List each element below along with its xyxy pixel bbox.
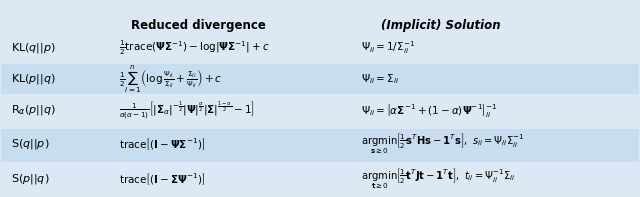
Text: $\frac{1}{\alpha(\alpha-1)}\left[|\boldsymbol{\Sigma}_{\alpha}|^{-\frac{1}{2}}|\: $\frac{1}{\alpha(\alpha-1)}\left[|\bolds… <box>119 99 255 121</box>
FancyBboxPatch shape <box>1 64 639 94</box>
Text: $\mathrm{KL}(q||p)$: $\mathrm{KL}(q||p)$ <box>11 41 56 55</box>
Text: $\frac{1}{2}\sum_{i=1}^{n}\left(\log\frac{\Psi_{ii}}{\Sigma_{ii}} + \frac{\Sigma: $\frac{1}{2}\sum_{i=1}^{n}\left(\log\fra… <box>119 63 223 95</box>
Text: $\mathrm{R}_{\alpha}(p||q)$: $\mathrm{R}_{\alpha}(p||q)$ <box>11 103 56 117</box>
Text: $\underset{\mathbf{s}\geq 0}{\mathrm{argmin}}\left[\frac{1}{2}\mathbf{s}^T\mathb: $\underset{\mathbf{s}\geq 0}{\mathrm{arg… <box>362 132 525 156</box>
Text: $\mathrm{trace}\left[(\mathbf{I} - \boldsymbol{\Psi}\boldsymbol{\Sigma}^{-1})\ri: $\mathrm{trace}\left[(\mathbf{I} - \bold… <box>119 137 205 152</box>
FancyBboxPatch shape <box>1 33 639 63</box>
Text: (Implicit) Solution: (Implicit) Solution <box>381 19 501 32</box>
Text: $\frac{1}{2}\mathrm{trace}\left(\boldsymbol{\Psi}\boldsymbol{\Sigma}^{-1}\right): $\frac{1}{2}\mathrm{trace}\left(\boldsym… <box>119 39 270 57</box>
Text: Reduced divergence: Reduced divergence <box>131 19 266 32</box>
FancyBboxPatch shape <box>1 129 639 162</box>
Text: $\Psi_{ii} = \Sigma_{ii}$: $\Psi_{ii} = \Sigma_{ii}$ <box>362 72 399 86</box>
Text: $\mathrm{KL}(p||q)$: $\mathrm{KL}(p||q)$ <box>11 72 56 86</box>
FancyBboxPatch shape <box>1 95 639 125</box>
FancyBboxPatch shape <box>1 163 639 195</box>
Text: $\mathrm{trace}\left[(\mathbf{I} - \boldsymbol{\Sigma}\boldsymbol{\Psi}^{-1})\ri: $\mathrm{trace}\left[(\mathbf{I} - \bold… <box>119 171 205 187</box>
Text: $\Psi_{ii} = \left[\alpha\boldsymbol{\Sigma}^{-1} + (1-\alpha)\boldsymbol{\Psi}^: $\Psi_{ii} = \left[\alpha\boldsymbol{\Si… <box>362 102 498 119</box>
Text: $\mathrm{S}(p||q)$: $\mathrm{S}(p||q)$ <box>11 172 49 186</box>
Text: $\underset{\mathbf{t}\geq 0}{\mathrm{argmin}}\left[\frac{1}{2}\mathbf{t}^T\mathb: $\underset{\mathbf{t}\geq 0}{\mathrm{arg… <box>362 167 516 191</box>
Text: $\Psi_{ii} = 1/\Sigma_{ii}^{-1}$: $\Psi_{ii} = 1/\Sigma_{ii}^{-1}$ <box>362 40 415 56</box>
Text: $\mathrm{S}(q||p)$: $\mathrm{S}(q||p)$ <box>11 137 49 151</box>
